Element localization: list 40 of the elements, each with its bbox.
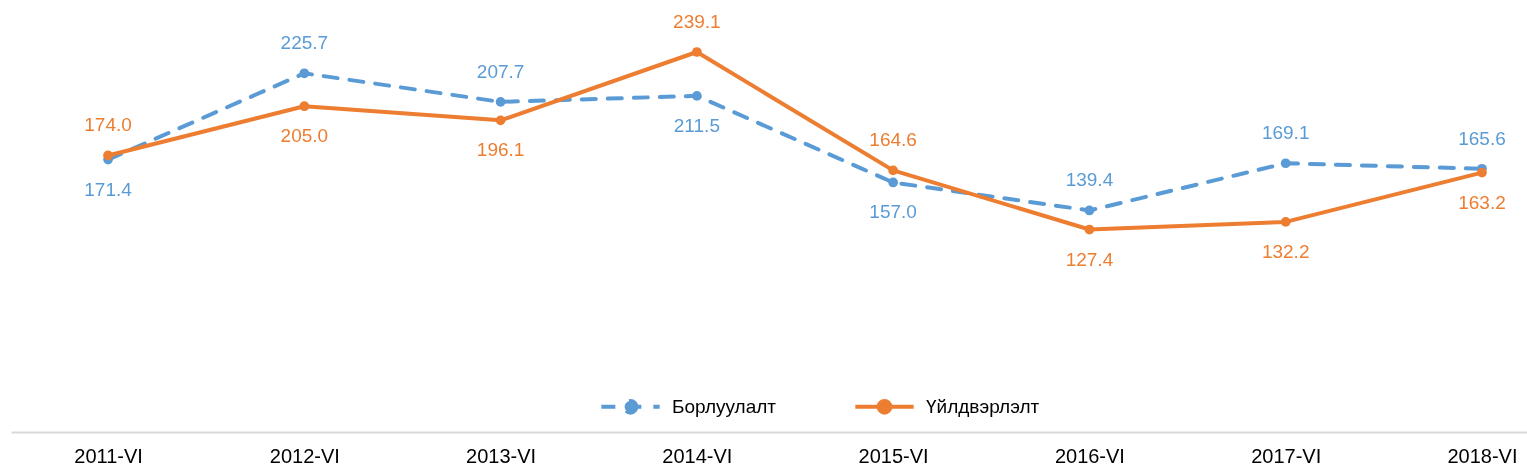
data-label: 163.2 [1458, 191, 1506, 213]
point [1477, 167, 1487, 178]
x-tick-label: 2014-VI [662, 444, 733, 467]
data-label: 169.1 [1261, 122, 1310, 144]
x-tick-label: 2016-VI [1054, 444, 1125, 467]
x-tick-label: 2013-VI [466, 444, 537, 467]
point [103, 150, 113, 161]
point [495, 115, 506, 126]
data-label: 157.0 [869, 201, 917, 223]
data-label: 132.2 [1261, 240, 1310, 262]
x-tick-label: 2012-VI [269, 444, 340, 467]
point [692, 91, 702, 101]
point [1280, 217, 1291, 227]
legend-label: Борлуулалт [672, 395, 777, 417]
data-label: 139.4 [1065, 169, 1114, 191]
data-label: 127.4 [1065, 248, 1114, 270]
point [888, 177, 899, 188]
point [495, 97, 506, 107]
point [692, 47, 702, 57]
point [1084, 224, 1095, 235]
point [1280, 158, 1291, 169]
point [299, 101, 310, 112]
x-tick-label: 2015-VI [858, 444, 929, 467]
data-label: 196.1 [476, 139, 525, 161]
data-label: 171.4 [84, 178, 133, 200]
data-label: 164.6 [869, 129, 917, 151]
point [888, 165, 899, 176]
x-tick-label: 2017-VI [1251, 444, 1322, 467]
x-tick-label: 2018-VI [1447, 444, 1518, 467]
data-label: 239.1 [673, 11, 721, 32]
data-label: 225.7 [280, 32, 329, 54]
data-label: 211.5 [673, 114, 720, 136]
point [1084, 205, 1095, 216]
data-label: 205.0 [280, 125, 329, 147]
x-tick-label: 2011-VI [74, 444, 143, 467]
data-label: 165.6 [1458, 127, 1506, 149]
legend-label: Үйлдвэрлэлт [926, 395, 1040, 417]
point [299, 68, 310, 79]
data-label: 174.0 [84, 114, 132, 136]
data-label: 207.7 [476, 60, 525, 82]
